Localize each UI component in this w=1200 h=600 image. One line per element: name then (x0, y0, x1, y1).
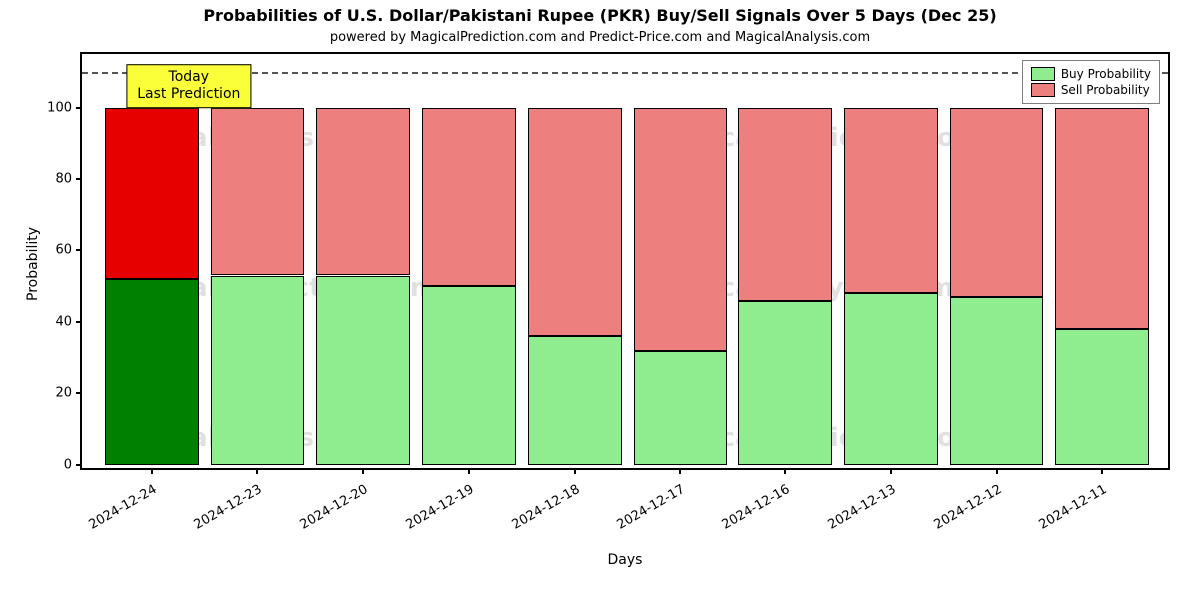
legend-swatch (1031, 83, 1055, 97)
xtick-mark (256, 468, 258, 474)
bar-sell-segment (105, 108, 199, 279)
chart-subtitle: powered by MagicalPrediction.com and Pre… (0, 30, 1200, 45)
bar-sell-segment (634, 108, 728, 351)
bar-buy-segment (422, 286, 516, 465)
bar-group (738, 54, 832, 472)
xtick-mark (1101, 468, 1103, 474)
ytick-label: 20 (55, 386, 82, 401)
bar-group (105, 54, 199, 472)
xtick-mark (890, 468, 892, 474)
xtick-label: 2024-12-11 (1037, 482, 1110, 533)
xtick-label: 2024-12-12 (931, 482, 1004, 533)
y-axis-label: Probability (25, 227, 41, 301)
annotation-line2: Last Prediction (137, 86, 240, 103)
xtick-label: 2024-12-20 (298, 482, 371, 533)
xtick-mark (574, 468, 576, 474)
bar-group (211, 54, 305, 472)
bar-group (1055, 54, 1149, 472)
legend-item: Sell Probability (1031, 83, 1151, 97)
legend-item: Buy Probability (1031, 67, 1151, 81)
bar-sell-segment (316, 108, 410, 276)
bar-sell-segment (950, 108, 1044, 297)
bar-buy-segment (211, 276, 305, 465)
xtick-label: 2024-12-23 (192, 482, 265, 533)
bar-sell-segment (528, 108, 622, 337)
today-annotation: Today Last Prediction (126, 64, 251, 108)
xtick-label: 2024-12-19 (403, 482, 476, 533)
legend-label: Sell Probability (1061, 83, 1150, 97)
xtick-label: 2024-12-18 (509, 482, 582, 533)
bar-buy-segment (950, 297, 1044, 465)
bar-buy-segment (634, 351, 728, 465)
xtick-mark (362, 468, 364, 474)
ytick-label: 60 (55, 243, 82, 258)
xtick-mark (151, 468, 153, 474)
bar-buy-segment (844, 293, 938, 464)
legend-label: Buy Probability (1061, 67, 1151, 81)
bar-sell-segment (1055, 108, 1149, 330)
plot-area: MagicalAnalysis.comMagicalPrediction.com… (80, 52, 1170, 470)
bar-sell-segment (422, 108, 516, 287)
bar-buy-segment (105, 279, 199, 465)
xtick-label: 2024-12-24 (86, 482, 159, 533)
x-axis-label: Days (80, 552, 1170, 568)
annotation-line1: Today (137, 69, 240, 86)
ytick-label: 0 (64, 457, 82, 472)
xtick-mark (784, 468, 786, 474)
bar-buy-segment (738, 301, 832, 465)
bar-sell-segment (738, 108, 832, 301)
xtick-label: 2024-12-13 (825, 482, 898, 533)
bar-buy-segment (316, 276, 410, 465)
bar-group (950, 54, 1044, 472)
bar-sell-segment (211, 108, 305, 276)
bar-buy-segment (528, 336, 622, 465)
xtick-mark (996, 468, 998, 474)
bar-group (316, 54, 410, 472)
ytick-label: 100 (47, 100, 82, 115)
bar-sell-segment (844, 108, 938, 294)
chart-container: Probabilities of U.S. Dollar/Pakistani R… (0, 0, 1200, 600)
ytick-label: 80 (55, 172, 82, 187)
ytick-label: 40 (55, 314, 82, 329)
chart-title: Probabilities of U.S. Dollar/Pakistani R… (0, 6, 1200, 25)
bar-group (422, 54, 516, 472)
bar-group (844, 54, 938, 472)
bar-group (528, 54, 622, 472)
bar-buy-segment (1055, 329, 1149, 465)
xtick-mark (679, 468, 681, 474)
xtick-label: 2024-12-17 (615, 482, 688, 533)
legend: Buy Probability Sell Probability (1022, 60, 1160, 104)
xtick-mark (468, 468, 470, 474)
xtick-label: 2024-12-16 (720, 482, 793, 533)
legend-swatch (1031, 67, 1055, 81)
bar-group (634, 54, 728, 472)
